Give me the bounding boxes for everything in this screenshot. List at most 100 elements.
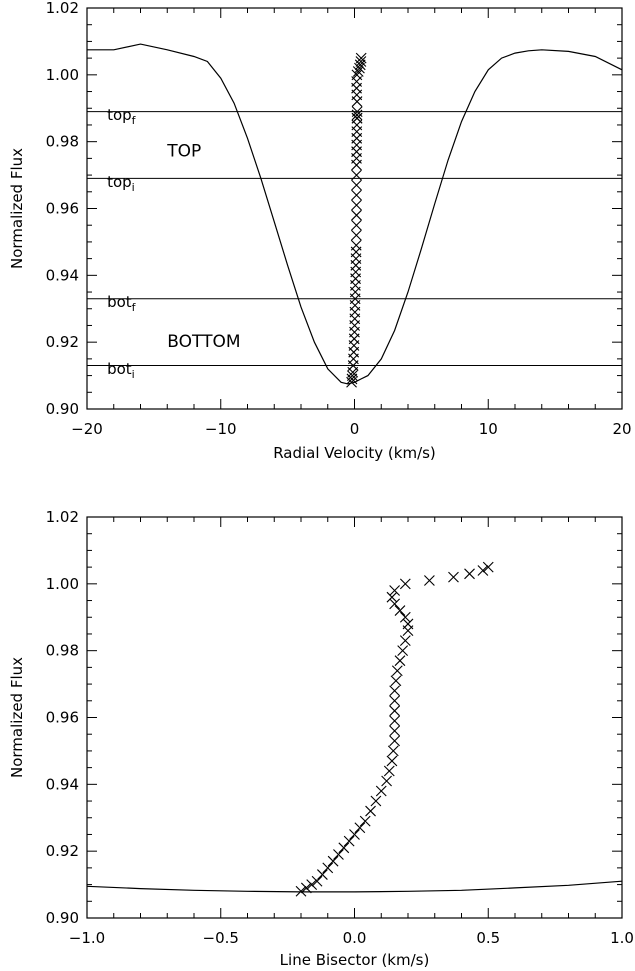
data-point-x [351,219,362,231]
x-axis-label: Line Bisector (km/s) [280,951,430,969]
data-point-x [391,665,403,677]
data-point-x [322,862,334,874]
data-point-x [351,106,363,117]
y-tick-label: 0.94 [46,266,79,284]
data-point-x [402,618,414,630]
data-point-x [350,239,362,251]
data-point-x [338,842,350,854]
x-tick-label: 10 [479,420,498,438]
data-point-x [389,705,401,717]
x-tick-label: −20 [71,420,103,438]
y-tick-label: 0.96 [46,200,79,218]
data-point-x [389,598,401,610]
data-point-x [351,109,363,121]
data-point-x [389,685,401,697]
y-tick-label: 1.02 [46,0,79,17]
data-point-x [370,795,382,807]
y-axis-label: Normalized Flux [8,657,26,778]
boundary-label-subscript: f [132,114,137,127]
data-point-x [306,879,318,890]
boundary-label-subscript: i [132,181,135,194]
x-axis-label: Radial Velocity (km/s) [273,444,436,462]
boundary-label: botf [107,293,137,314]
data-point-x [386,591,398,603]
data-point-x [300,882,312,894]
data-point-x [448,571,459,583]
boundary-label-base: top [107,173,132,191]
x-tick-label: 20 [612,420,631,438]
data-point-x [389,735,401,747]
data-point-x [354,822,366,834]
data-point-x [389,695,401,707]
region-label: BOTTOM [167,332,240,352]
boundary-label-subscript: i [132,368,135,381]
data-point-x [424,575,435,586]
boundary-label-subscript: f [132,301,137,314]
data-point-x [383,765,395,777]
data-point-x [394,655,406,667]
data-point-x [399,611,411,623]
data-point-x [295,885,307,897]
data-point-x [351,179,362,191]
data-point-x [365,805,376,817]
data-point-x [333,849,344,860]
data-point-x [359,815,371,827]
boundary-label: topf [107,106,137,127]
data-point-x [354,62,365,74]
plot-frame [86,516,623,919]
x-tick-label: 0.0 [343,929,367,947]
data-point-x [394,605,406,616]
x-tick-label: −1.0 [69,929,105,947]
y-tick-label: 0.92 [46,842,79,860]
boundary-label: boti [107,360,135,381]
y-axis-label: Normalized Flux [8,148,26,269]
y-tick-label: 0.90 [46,909,79,927]
y-tick-label: 1.00 [46,66,79,84]
line-bisector-panel: −1.0 −0.5 0.0 0.5 1.0 0.90 0.92 0.94 0.96 0.98 1.0… [8,508,634,969]
data-point-x [354,59,366,71]
data-point-x [355,52,367,64]
data-line [86,880,623,893]
data-point-x [375,785,387,797]
data-point-x [386,755,398,767]
x-tick-label: −0.5 [203,929,239,947]
data-point-x [343,835,355,847]
data-point-x [381,775,392,787]
boundary-label: topi [107,173,135,194]
data-point-x [311,875,323,887]
data-point-x [355,56,367,67]
data-point-x [351,69,363,81]
data-point-x [482,561,494,573]
data-point-x [389,715,401,727]
x-tick-label: 0 [350,420,360,438]
data-point-x [351,209,362,221]
y-tick-label: 0.90 [46,400,79,418]
data-point-x [464,568,475,580]
data-point-x [351,189,362,201]
data-point-x [352,66,364,77]
boundary-label-base: bot [107,360,132,378]
boundary-label-base: top [107,106,132,124]
data-line [87,43,623,385]
data-point-x [346,376,357,388]
y-tick-label: 0.92 [46,333,79,351]
boundary-label-base: bot [107,293,132,311]
data-point-x [389,585,401,596]
data-point-x [346,370,358,381]
data-point-x [349,829,360,840]
x-tick-label: 0.5 [476,929,500,947]
y-tick-label: 0.98 [46,642,79,660]
data-point-x [351,169,362,181]
data-point-x [327,855,339,867]
y-tick-label: 1.00 [46,575,79,593]
data-point-x [317,869,328,880]
data-point-x [346,373,358,385]
data-point-x [387,745,399,757]
y-tick-label: 0.96 [46,709,79,727]
data-point-x [389,725,401,737]
y-tick-label: 0.98 [46,133,79,151]
x-tick-label: 1.0 [610,929,634,947]
x-tick-label: −10 [205,420,237,438]
data-point-x [399,578,411,590]
